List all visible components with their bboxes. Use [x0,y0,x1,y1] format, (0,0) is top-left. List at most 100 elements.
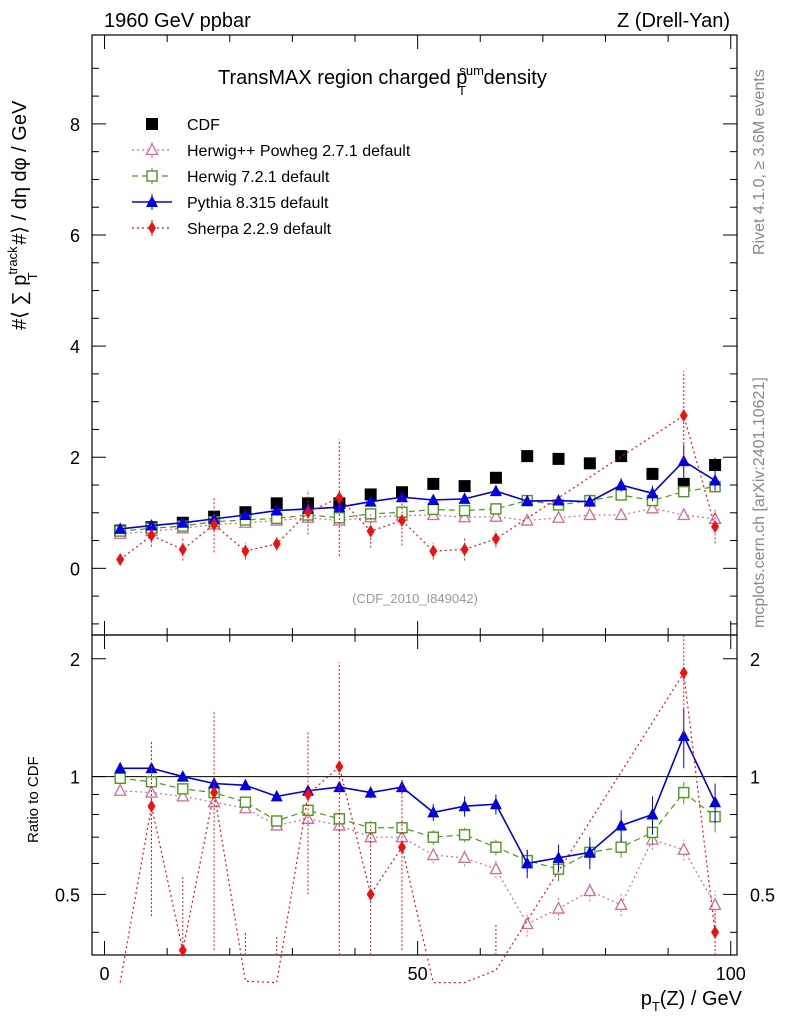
y-tick-label: 2 [70,448,80,468]
data-point [646,467,659,480]
series-4-ratio [119,635,720,984]
legend-label: Herwig 7.2.1 default [187,169,330,186]
ratio-point [427,831,439,843]
ratio-point [709,795,722,808]
ratio-point [615,818,628,831]
data-point [397,514,406,528]
ratio-point [614,897,628,911]
x-axis-label-rest: (Z) / GeV [660,988,743,1010]
data-point [116,552,125,566]
ratio-point [489,797,502,810]
ratio-panel-frame [91,634,738,956]
ratio-point [677,729,690,741]
data-point [520,513,534,526]
ratio-point [490,841,502,853]
y-axis-label-sup: track [5,246,20,275]
ratio-point [147,799,156,813]
ratio-y-tick-label-right: 0.5 [750,885,775,905]
data-point [114,522,127,534]
ratio-y-label: Ratio to CDF [25,756,42,843]
data-point [646,486,659,499]
data-point [490,503,502,515]
main-series-layer [113,371,722,566]
legend-marker [146,118,158,130]
ratio-point [395,780,408,793]
ratio-point [679,666,688,680]
series-3-main [114,444,722,534]
data-point [147,529,156,543]
ratio-y-tick-label: 2 [70,650,80,670]
legend-marker [145,142,159,156]
legend-marker [148,221,156,235]
ratio-point [178,943,187,957]
ratio-point [551,901,566,914]
mcplots-label: mcplots.cern.ch [arXiv:2401.10621] [751,377,768,628]
ratio-point [677,842,691,855]
ratio-line [120,790,716,925]
series-1-ratio [113,783,722,937]
data-point [176,516,189,528]
data-point [427,477,440,490]
data-point [489,471,502,484]
data-point [552,452,565,465]
data-point [709,459,722,471]
ratio-point [427,805,440,818]
legend-marker [146,195,158,207]
series-line [120,460,716,530]
data-point [460,542,469,556]
ratio-point [552,851,565,863]
ratio-point [210,786,219,800]
legend-label: Herwig++ Powheg 2.7.1 default [187,143,411,160]
x-axis-label-p: p [641,988,652,1010]
data-point [521,494,534,507]
ratio-point [458,850,472,863]
y-tick-label: 8 [70,115,80,135]
ratio-point [364,822,377,834]
data-point [272,537,281,551]
data-point [552,494,565,506]
ratio-y-tick-label: 1 [70,768,80,788]
data-point [615,450,628,463]
series-line [119,414,716,560]
data-point [458,492,471,504]
axis-ticks: 0 50 100 0 2 4 6 8 0.5 0.5 1 1 2 2 [55,35,775,984]
data-point [364,495,377,507]
plot-title-sup: sum [459,63,484,78]
data-point [583,495,596,507]
ratio-point [520,916,534,930]
data-point [679,409,688,423]
data-point [551,510,566,523]
ratio-line [119,671,716,984]
ratio-point [270,789,283,802]
data-point [489,509,503,522]
ratio-point [521,856,534,869]
data-point [678,485,690,498]
ratio-point [176,770,189,782]
series-0-main [114,450,722,537]
data-point [583,507,597,521]
data-point [427,493,440,505]
data-point [491,532,500,546]
ratio-point [458,829,471,841]
y-axis-label: #⟨ ∑ ptrack T #⟩ / dη dφ / GeV [5,100,40,330]
ratio-point [426,847,440,861]
data-point [427,503,439,516]
header-left: 1960 GeV ppbar [104,10,251,32]
plot-title-sub: T [458,83,466,98]
data-point [364,508,377,520]
x-tick-label: 50 [408,964,428,984]
legend: CDF Herwig++ Powheg 2.7.1 default Herwig 7… [132,117,411,238]
ratio-point [583,845,596,858]
ratio-point [489,861,503,875]
x-tick-label: 0 [100,964,110,984]
ratio-point [366,887,375,901]
ratio-point [646,807,659,820]
ratio-point [678,786,690,799]
analysis-id: (CDF_2010_I849042) [352,591,478,606]
rivet-label: Rivet 4.1.0, ≥ 3.6M events [751,69,768,255]
data-point [335,491,344,505]
ratio-y-tick-label-right: 1 [750,768,760,788]
ratio-point [711,925,720,939]
ratio-point [113,783,127,796]
ratio-point [458,799,471,812]
